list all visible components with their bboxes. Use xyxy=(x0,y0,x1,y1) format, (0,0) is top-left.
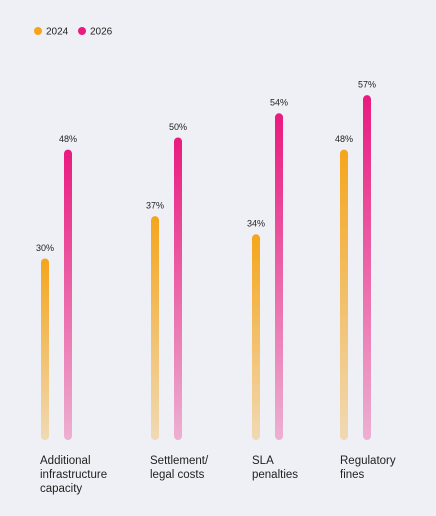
category-label: Additional infrastructure capacity xyxy=(40,455,108,495)
bar xyxy=(275,113,283,441)
value-label: 30% xyxy=(36,243,54,253)
bar xyxy=(41,258,49,440)
bar xyxy=(64,149,72,440)
value-label: 54% xyxy=(270,98,288,108)
value-label: 37% xyxy=(146,201,164,211)
bar xyxy=(340,149,348,440)
bar xyxy=(363,95,371,441)
category-label: Settlement/ legal costs xyxy=(150,455,209,481)
value-label: 50% xyxy=(169,122,187,132)
category-label: SLA penalties xyxy=(252,455,299,481)
legend-marker xyxy=(34,27,42,35)
value-label: 57% xyxy=(358,80,376,90)
category-label: Regulatory fines xyxy=(340,455,396,481)
bar xyxy=(151,216,159,440)
legend-label: 2026 xyxy=(90,27,113,38)
value-label: 48% xyxy=(335,134,353,144)
legend-marker xyxy=(78,27,86,35)
bar xyxy=(174,137,182,440)
legend-label: 2024 xyxy=(46,27,69,38)
value-label: 34% xyxy=(247,219,265,229)
bar xyxy=(252,234,260,440)
value-label: 48% xyxy=(59,134,77,144)
